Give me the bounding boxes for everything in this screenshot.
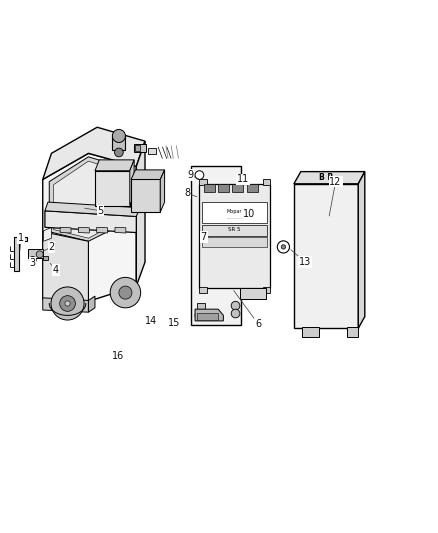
Polygon shape bbox=[136, 141, 145, 286]
Text: 6: 6 bbox=[255, 319, 261, 329]
Polygon shape bbox=[44, 228, 51, 241]
Polygon shape bbox=[131, 180, 160, 212]
Polygon shape bbox=[88, 296, 95, 312]
Text: 2: 2 bbox=[48, 242, 55, 252]
Polygon shape bbox=[358, 172, 365, 328]
Bar bbox=[240, 288, 266, 299]
Text: 5: 5 bbox=[98, 206, 104, 216]
Polygon shape bbox=[195, 309, 223, 321]
Polygon shape bbox=[115, 228, 126, 233]
Bar bbox=[262, 287, 270, 293]
Polygon shape bbox=[97, 228, 108, 233]
Bar bbox=[204, 184, 215, 192]
Polygon shape bbox=[45, 211, 136, 232]
Bar bbox=[43, 256, 48, 260]
Polygon shape bbox=[49, 157, 131, 241]
Text: 8: 8 bbox=[184, 188, 191, 198]
Polygon shape bbox=[113, 136, 125, 150]
Polygon shape bbox=[294, 184, 358, 328]
Polygon shape bbox=[43, 298, 88, 312]
Polygon shape bbox=[160, 170, 165, 212]
Circle shape bbox=[29, 256, 36, 263]
Text: 14: 14 bbox=[145, 316, 158, 326]
Text: 9: 9 bbox=[187, 170, 194, 180]
Polygon shape bbox=[53, 161, 127, 238]
Polygon shape bbox=[130, 160, 134, 206]
Polygon shape bbox=[294, 172, 365, 184]
Bar bbox=[347, 327, 358, 337]
Bar bbox=[199, 180, 207, 184]
Bar bbox=[148, 148, 156, 154]
Text: ________: ________ bbox=[226, 216, 243, 220]
Text: Mopar: Mopar bbox=[227, 209, 242, 214]
Polygon shape bbox=[95, 160, 134, 171]
Text: 11: 11 bbox=[237, 174, 249, 184]
Polygon shape bbox=[43, 127, 145, 180]
Bar bbox=[218, 184, 229, 192]
Text: SR 5: SR 5 bbox=[229, 228, 241, 232]
Polygon shape bbox=[199, 184, 270, 288]
Bar bbox=[302, 327, 319, 337]
Bar bbox=[199, 287, 207, 293]
Polygon shape bbox=[43, 232, 88, 301]
Circle shape bbox=[231, 301, 240, 310]
Circle shape bbox=[231, 309, 240, 318]
Text: 3: 3 bbox=[30, 258, 36, 268]
Text: 7: 7 bbox=[201, 232, 207, 242]
Text: 13: 13 bbox=[299, 257, 311, 267]
Circle shape bbox=[195, 171, 204, 180]
Bar bbox=[197, 313, 218, 320]
Polygon shape bbox=[78, 228, 89, 233]
Circle shape bbox=[113, 130, 125, 142]
Polygon shape bbox=[60, 228, 71, 233]
Text: 10: 10 bbox=[243, 209, 255, 219]
Polygon shape bbox=[14, 237, 27, 271]
Bar bbox=[135, 145, 140, 151]
Circle shape bbox=[110, 277, 141, 308]
Circle shape bbox=[119, 286, 132, 299]
Bar bbox=[247, 184, 258, 192]
Polygon shape bbox=[45, 202, 140, 216]
Polygon shape bbox=[43, 154, 136, 301]
Text: B B: B B bbox=[319, 173, 333, 182]
Bar bbox=[233, 184, 244, 192]
Bar bbox=[262, 180, 270, 184]
Bar bbox=[28, 249, 43, 258]
Text: 16: 16 bbox=[112, 351, 124, 361]
Polygon shape bbox=[191, 166, 241, 325]
Circle shape bbox=[51, 287, 84, 320]
Text: 1: 1 bbox=[18, 233, 24, 243]
Circle shape bbox=[36, 251, 43, 258]
Circle shape bbox=[195, 311, 204, 320]
Circle shape bbox=[60, 296, 75, 311]
Circle shape bbox=[32, 259, 34, 261]
Text: 15: 15 bbox=[169, 318, 181, 328]
Polygon shape bbox=[131, 170, 165, 180]
Circle shape bbox=[115, 148, 123, 157]
Text: 4: 4 bbox=[53, 265, 59, 275]
Bar bbox=[202, 202, 267, 223]
Text: 12: 12 bbox=[329, 176, 342, 187]
Bar bbox=[134, 144, 146, 152]
Polygon shape bbox=[95, 171, 130, 206]
Circle shape bbox=[65, 301, 70, 306]
Bar bbox=[197, 303, 205, 309]
Circle shape bbox=[281, 245, 286, 249]
Bar bbox=[202, 237, 267, 247]
Bar bbox=[202, 225, 267, 236]
